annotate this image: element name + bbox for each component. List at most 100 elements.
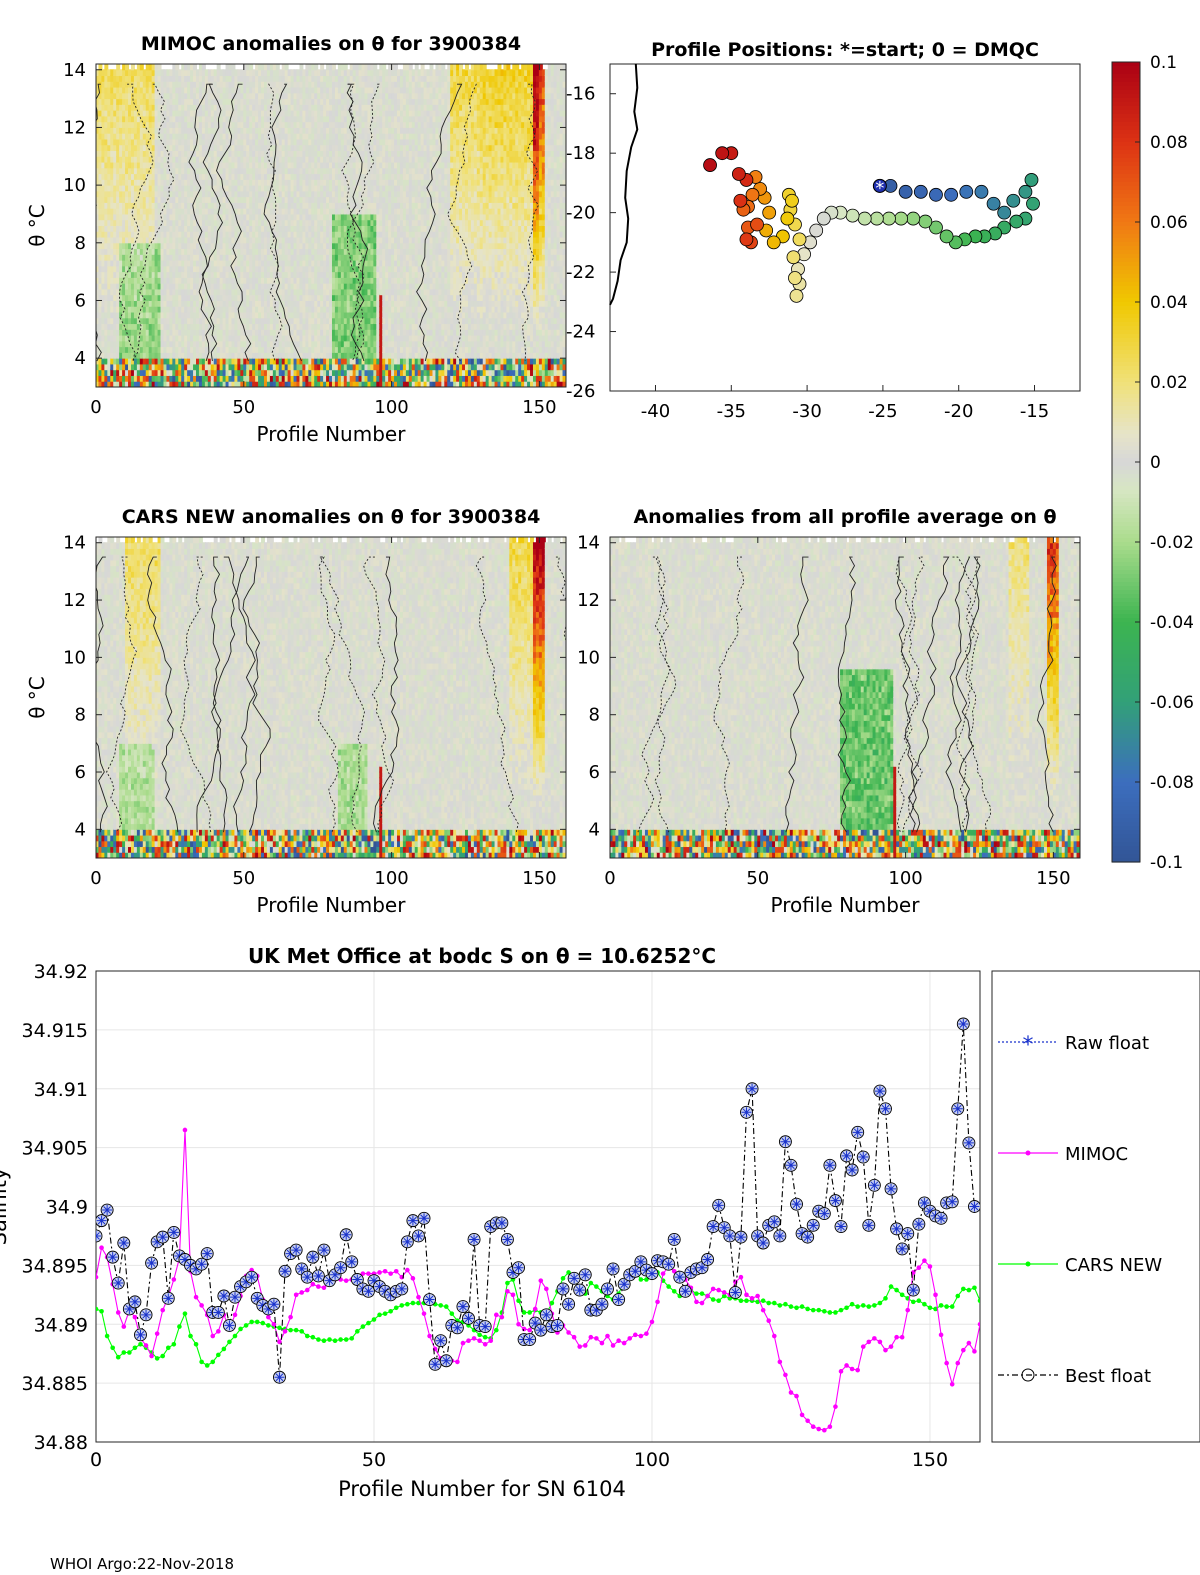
data-point-star — [969, 1201, 980, 1212]
data-point-star — [646, 1268, 657, 1279]
data-point — [410, 1276, 416, 1281]
data-point — [949, 1382, 955, 1387]
data-point — [916, 1298, 922, 1303]
data-point — [755, 1299, 760, 1305]
data-point — [660, 1271, 666, 1276]
data-point-star — [496, 1217, 507, 1228]
data-point — [132, 1314, 138, 1320]
data-point-star — [730, 1287, 741, 1298]
data-point — [482, 1341, 488, 1347]
data-point-star — [191, 1263, 202, 1274]
colorbar-tick-label: -0.04 — [1150, 613, 1194, 633]
legend-label: MIMOC — [1065, 1144, 1128, 1165]
data-point — [771, 1333, 777, 1339]
data-point — [944, 1360, 949, 1366]
data-point-star — [763, 1220, 774, 1231]
data-point — [699, 1300, 705, 1306]
y-tick-label: 14 — [63, 60, 86, 81]
data-point — [894, 1287, 899, 1293]
data-point — [521, 1310, 527, 1315]
data-point-star — [741, 1107, 752, 1118]
data-point-star — [235, 1281, 246, 1292]
data-point — [477, 1332, 482, 1338]
data-point-star — [513, 1262, 524, 1273]
data-point — [516, 1321, 521, 1327]
data-point-star — [785, 1160, 796, 1171]
data-point — [632, 1332, 638, 1338]
data-point — [471, 1336, 477, 1341]
data-point — [888, 1344, 894, 1349]
track-point — [816, 211, 831, 226]
data-point-star — [569, 1273, 580, 1284]
heatmap-cells — [96, 64, 566, 387]
data-point-star — [157, 1232, 168, 1243]
legend: * Raw float MIMOC CARS NEW Best float — [991, 970, 1200, 1443]
data-point — [138, 1341, 143, 1347]
data-point-star — [558, 1283, 569, 1294]
heatmap-panel-2: 0 50 100 150 4 6 8 10 12 14 CARS NEW anomalies on … — [25, 506, 567, 917]
data-point — [210, 1333, 216, 1339]
data-point — [883, 1296, 888, 1301]
data-point — [938, 1332, 944, 1338]
data-point — [588, 1280, 594, 1286]
data-point — [204, 1363, 210, 1368]
data-point — [955, 1360, 961, 1366]
contour-line — [106, 556, 137, 833]
data-point — [827, 1310, 833, 1315]
data-point — [949, 1304, 955, 1309]
data-point-star — [919, 1197, 930, 1208]
data-point-star — [96, 1230, 101, 1241]
y-tick-label: 8 — [75, 233, 86, 254]
data-point — [571, 1334, 577, 1340]
data-point — [366, 1271, 371, 1276]
data-point — [293, 1292, 299, 1298]
data-point-star — [863, 1220, 874, 1231]
data-point — [877, 1339, 883, 1345]
data-point-star — [824, 1160, 835, 1171]
x-axis-label: Profile Number — [771, 893, 921, 917]
data-point-star — [480, 1321, 491, 1332]
x-tick-label: 150 — [912, 1449, 948, 1471]
data-point-star — [302, 1272, 313, 1283]
data-point — [532, 1306, 538, 1312]
contour-line — [96, 556, 108, 833]
legend-label: CARS NEW — [1065, 1255, 1162, 1276]
data-point — [983, 1301, 988, 1306]
track-point — [788, 271, 802, 285]
contour-line — [147, 556, 179, 833]
data-point — [199, 1359, 204, 1365]
data-point — [844, 1363, 849, 1368]
data-point — [910, 1299, 916, 1305]
data-point — [849, 1301, 855, 1307]
data-point — [304, 1287, 310, 1293]
track-point — [929, 220, 943, 235]
map-title: Profile Positions: *=start; 0 = DMQC — [651, 39, 1039, 61]
data-point-star — [535, 1325, 546, 1336]
data-point — [961, 1347, 966, 1353]
x-tick-label: -30 — [792, 401, 821, 422]
data-point — [644, 1277, 649, 1282]
data-point — [494, 1327, 499, 1333]
data-point — [671, 1288, 677, 1294]
x-tick-label: 150 — [522, 868, 556, 889]
heatmap-title: CARS NEW anomalies on θ for 3900384 — [122, 506, 541, 528]
colorbar-tick-label: -0.06 — [1150, 693, 1194, 713]
data-point-star — [702, 1254, 713, 1265]
data-point — [227, 1339, 232, 1345]
data-point-star — [713, 1200, 724, 1211]
data-point-star — [724, 1230, 735, 1241]
contour-line — [318, 556, 339, 833]
data-point-star — [346, 1256, 357, 1267]
data-point — [760, 1307, 766, 1313]
data-point — [721, 1290, 727, 1295]
data-point-star — [435, 1335, 446, 1346]
data-point-star — [263, 1303, 274, 1314]
data-point-star — [341, 1229, 352, 1240]
data-point — [666, 1284, 671, 1289]
data-point-star — [663, 1259, 674, 1270]
y-axis-label: θ °C — [25, 204, 49, 247]
y-tick-label: 34.905 — [22, 1138, 88, 1160]
data-point-star — [624, 1269, 635, 1280]
data-point — [527, 1310, 532, 1315]
data-point-star — [947, 1196, 958, 1207]
